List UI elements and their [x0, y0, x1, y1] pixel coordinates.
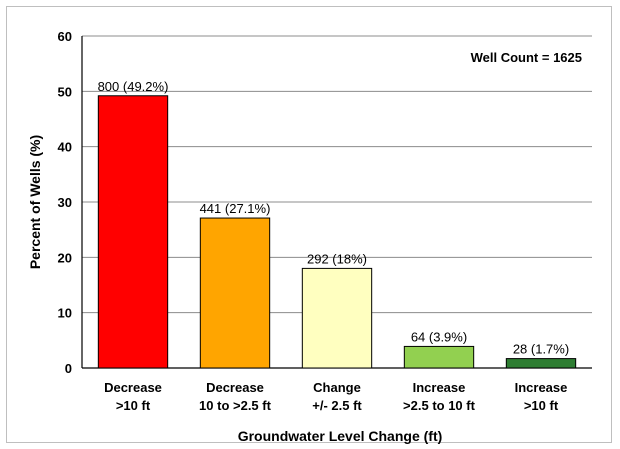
x-category-label: Decrease: [104, 380, 162, 395]
y-tick-label: 30: [58, 195, 72, 210]
bar: [199, 217, 271, 369]
x-category-labels: Decrease >10 ft Decrease 10 to >2.5 ft Chang…: [104, 380, 567, 413]
bar: [403, 345, 475, 369]
bars: [97, 95, 577, 369]
x-category-label: Increase: [413, 380, 466, 395]
y-tick-label: 0: [65, 361, 72, 376]
y-tick-label: 20: [58, 250, 72, 265]
x-category-label: Change: [313, 380, 361, 395]
x-category-label: 10 to >2.5 ft: [199, 398, 272, 413]
data-labels: 800 (49.2%) 441 (27.1%) 292 (18%) 64 (3.9%)…: [98, 79, 570, 357]
x-category-label: Increase: [515, 380, 568, 395]
bar: [301, 267, 373, 369]
well-count-annotation: Well Count = 1625: [471, 50, 582, 65]
data-label: 292 (18%): [307, 251, 367, 266]
x-axis-title: Groundwater Level Change (ft): [238, 428, 443, 444]
data-label: 28 (1.7%): [513, 342, 569, 357]
x-category-label: Decrease: [206, 380, 264, 395]
y-axis-title: Percent of Wells (%): [27, 135, 43, 269]
y-tick-label: 50: [58, 84, 72, 99]
y-tick-label: 10: [58, 306, 72, 321]
x-category-label: >10 ft: [116, 398, 151, 413]
y-tick-label: 40: [58, 140, 72, 155]
data-label: 800 (49.2%): [98, 79, 169, 94]
x-category-label: +/- 2.5 ft: [312, 398, 362, 413]
data-label: 441 (27.1%): [200, 201, 271, 216]
y-tick-label: 60: [58, 29, 72, 44]
bar: [97, 95, 169, 369]
y-tick-labels: 0 10 20 30 40 50 60: [58, 29, 72, 376]
x-category-label: >2.5 to 10 ft: [403, 398, 476, 413]
data-label: 64 (3.9%): [411, 329, 467, 344]
x-category-label: >10 ft: [524, 398, 559, 413]
bar: [505, 358, 577, 369]
